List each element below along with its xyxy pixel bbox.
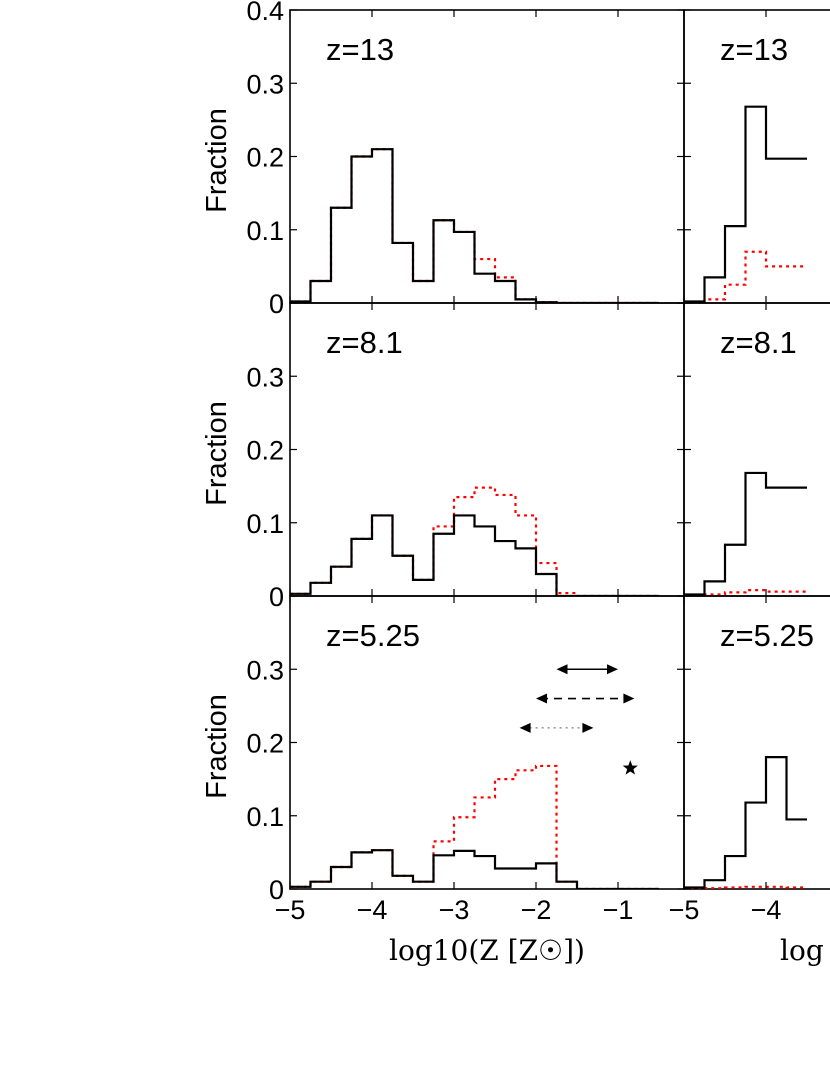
- panel-1: 0 0.1 0.2 0.3 0.4 z=13 Fraction: [201, 0, 685, 319]
- panel-redshift-label: z=5.25: [720, 618, 814, 653]
- y-axis-title: Fraction: [201, 694, 233, 799]
- arrowhead-left: [536, 693, 547, 704]
- y-tick-label: 0: [269, 289, 284, 319]
- series-solid-line: [290, 514, 659, 596]
- panel-redshift-label: z=8.1: [720, 325, 797, 360]
- y-tick-label: 0.2: [246, 436, 284, 466]
- y-tick-label: 0.4: [246, 0, 284, 26]
- panel-4: z=13: [683, 9, 830, 304]
- x-tick-label: −2: [521, 895, 552, 925]
- panel-2: 0 0.1 0.2 0.3 z=8.1 Fraction: [201, 302, 685, 612]
- y-tick-label: 0.3: [246, 655, 284, 685]
- panel-redshift-label: z=8.1: [326, 325, 403, 360]
- panel-3: 0 0.1 0.2 0.3 −5 −4 −3 −2 −1 z=5.25 Fraction log10(…: [201, 595, 685, 967]
- x-tick-label: −5: [275, 895, 306, 925]
- arrowhead-left: [519, 722, 531, 733]
- y-tick-label: 0.1: [246, 509, 284, 539]
- x-tick-label: −1: [603, 895, 634, 925]
- series-dotted-line: [290, 148, 659, 303]
- series-solid-line: [684, 105, 807, 303]
- y-tick-label: 0.2: [246, 143, 284, 173]
- y-tick-label: 0.3: [246, 69, 284, 99]
- x-tick-label: −5: [669, 895, 700, 925]
- panel-5: z=8.1: [683, 302, 830, 597]
- series-dotted-line: [290, 764, 659, 889]
- x-tick-label: −4: [751, 895, 782, 925]
- y-tick-label: 0.3: [246, 362, 284, 392]
- series-dotted-line: [290, 486, 659, 596]
- arrowhead-right: [607, 664, 618, 675]
- x-tick-label: −3: [439, 895, 470, 925]
- series-solid-line: [290, 148, 659, 303]
- y-tick-label: 0.1: [246, 216, 284, 246]
- y-tick-label: 0.1: [246, 802, 284, 832]
- x-axis-title: log10(Z [Z☉]): [389, 934, 585, 967]
- panel-6: −5 −4 z=5.25 log: [669, 595, 830, 967]
- y-tick-label: 0: [269, 582, 284, 612]
- arrowhead-right: [623, 693, 635, 704]
- y-axis-title: Fraction: [201, 401, 233, 506]
- arrowhead-left: [556, 664, 568, 675]
- panel-redshift-label: z=13: [720, 32, 788, 67]
- y-tick-label: 0: [269, 875, 284, 905]
- panel-redshift-label: z=5.25: [326, 618, 420, 653]
- series-solid-line: [290, 849, 659, 889]
- x-tick-label: −4: [357, 895, 388, 925]
- series-solid-line: [684, 756, 807, 889]
- y-tick-label: 0.2: [246, 729, 284, 759]
- series-dotted-line: [684, 250, 807, 303]
- arrowhead-right: [582, 722, 594, 733]
- panel-redshift-label: z=13: [326, 32, 394, 67]
- star-marker: [622, 760, 638, 775]
- y-axis-title: Fraction: [201, 108, 233, 213]
- x-axis-title: log: [780, 934, 824, 967]
- series-solid-line: [684, 471, 807, 596]
